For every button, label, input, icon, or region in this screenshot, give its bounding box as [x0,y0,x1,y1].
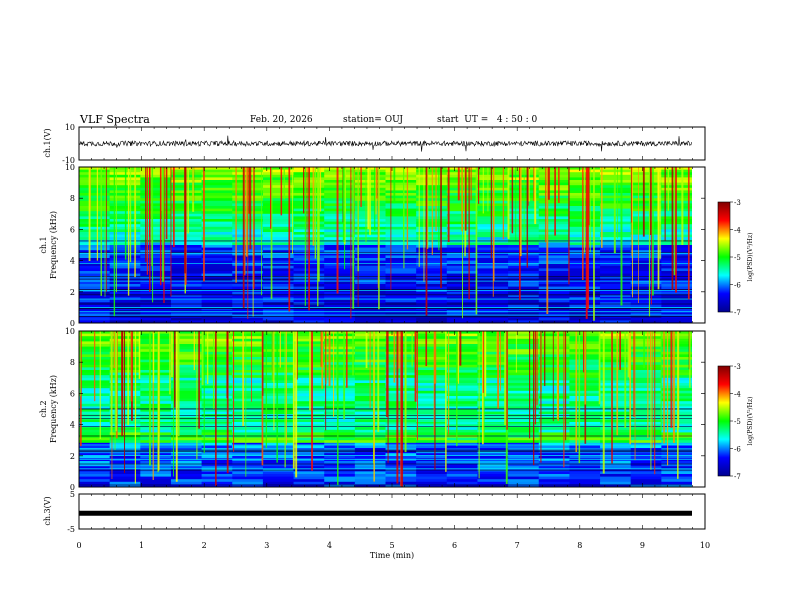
x-tick-label: 9 [640,541,645,550]
y-tick-label: 0 [70,319,75,328]
spectrogram-ch2 [79,331,705,488]
x-tick-label: 2 [202,541,207,550]
x-axis-label: Time (min) [370,551,414,560]
x-tick-label: 8 [577,541,582,550]
colorbar-label: log(PSD)(V²/Hz) [747,233,754,282]
x-tick-label: 3 [264,541,269,550]
x-tick-label: 6 [452,541,457,550]
ch2-spec-label: ch.2 [39,400,48,417]
y-tick-label: 4 [70,257,75,266]
colorbar-tick-label: -7 [734,309,741,317]
x-tick-label: 5 [389,541,394,550]
colorbar-label: log(PSD)(V²/Hz) [747,397,754,446]
ch1-ylabel: ch.1(V) [43,128,52,157]
ch1-spec-label: ch.1 [39,236,48,253]
y-tick-label: 4 [70,421,75,430]
ch3-ylabel: ch.3(V) [43,496,52,525]
y-tick-label: 2 [70,288,75,297]
colorbar-tick-label: -5 [734,418,741,426]
ch1-freq-label: Frequency (kHz) [49,211,58,279]
colorbar-tick-label: -4 [734,227,741,235]
x-tick-label: 1 [139,541,144,550]
y-tick-label: -5 [67,525,75,534]
start-time-label: start UT = 4 : 50 : 0 [437,115,538,125]
y-tick-label: -10 [62,156,75,165]
x-tick-label: 4 [327,541,332,550]
x-tick-label: 10 [700,541,710,550]
colorbar-tick-label: -3 [734,199,741,207]
colorbar-tick-label: -6 [734,446,741,454]
x-tick-label: 7 [515,541,520,550]
y-tick-label: 6 [70,225,75,234]
ch3-line [79,510,692,516]
colorbar [717,201,731,313]
y-tick-label: 8 [70,194,75,203]
y-tick-label: 0 [70,483,75,492]
colorbar-tick-label: -7 [734,473,741,481]
chart-title: VLF Spectra [80,113,150,126]
y-tick-label: 6 [70,389,75,398]
colorbar-tick-label: -4 [734,391,741,399]
y-tick-label: 10 [65,163,75,172]
colorbar-tick-label: -5 [734,254,741,262]
date-label: Feb. 20, 2026 [250,115,313,125]
x-tick-label: 0 [76,541,81,550]
ch1-waveform [78,135,692,152]
colorbar-tick-label: -6 [734,282,741,290]
colorbar [717,365,731,477]
ch2-freq-label: Frequency (kHz) [49,375,58,443]
spectrogram-ch1 [79,167,705,324]
y-tick-label: 2 [70,452,75,461]
y-tick-label: 10 [65,327,75,336]
colorbar-tick-label: -3 [734,363,741,371]
station-label: station= OUJ [343,115,404,125]
y-tick-label: 8 [70,358,75,367]
y-tick-label: 10 [65,123,75,132]
y-tick-label: 5 [70,490,75,499]
